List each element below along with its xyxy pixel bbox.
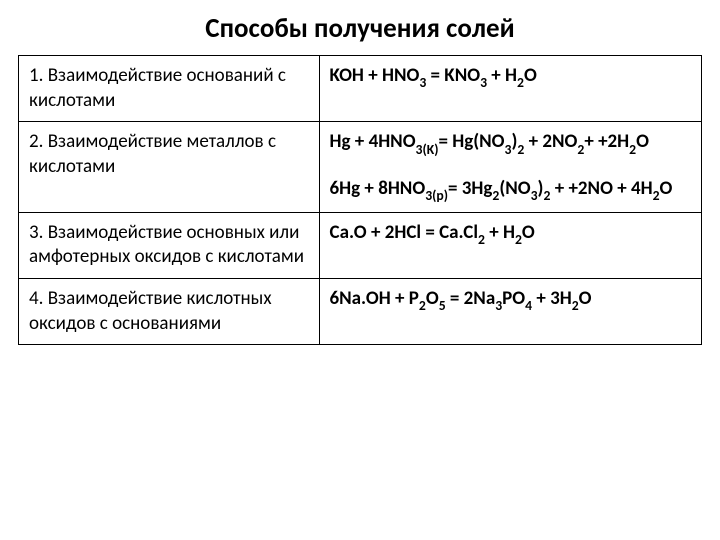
table-row: 2. Взаимодействие металлов с кислотами H… bbox=[19, 122, 702, 212]
page-title: Способы получения солей bbox=[18, 12, 702, 45]
method-equation: Ca.O + 2HCl = Ca.Cl2 + H2O bbox=[319, 212, 701, 278]
method-label: 3. Взаимодействие основных или амфотерны… bbox=[19, 212, 320, 278]
method-label: 1. Взаимодействие оснований с кислотами bbox=[19, 56, 320, 122]
methods-table: 1. Взаимодействие оснований с кислотами … bbox=[18, 55, 702, 345]
method-equation: 6Na.OH + P2O5 = 2Na3PO4 + 3H2O bbox=[319, 278, 701, 344]
method-equation: KOH + HNO3 = KNO3 + H2O bbox=[319, 56, 701, 122]
method-label: 2. Взаимодействие металлов с кислотами bbox=[19, 122, 320, 212]
table-row: 4. Взаимодействие кислотных оксидов с ос… bbox=[19, 278, 702, 344]
method-equation: Hg + 4HNO3(K)= Hg(NO3)2 + 2NO2+ +2H2O 6H… bbox=[319, 122, 701, 212]
method-label: 4. Взаимодействие кислотных оксидов с ос… bbox=[19, 278, 320, 344]
table-row: 3. Взаимодействие основных или амфотерны… bbox=[19, 212, 702, 278]
table-row: 1. Взаимодействие оснований с кислотами … bbox=[19, 56, 702, 122]
